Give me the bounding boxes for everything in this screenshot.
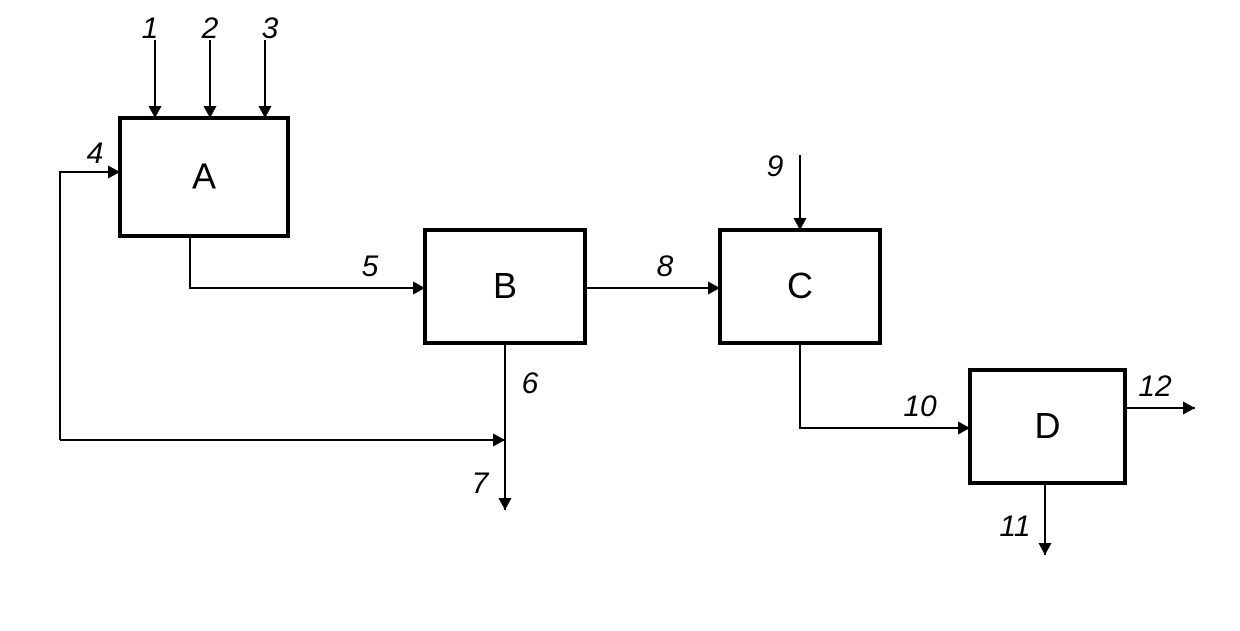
edge-label-9: 9: [767, 150, 784, 183]
node-label-D: D: [1035, 405, 1061, 446]
edge-5: [190, 236, 425, 288]
edge-label-5: 5: [362, 250, 379, 283]
node-label-B: B: [493, 265, 517, 306]
edge-label-2: 2: [201, 12, 219, 45]
edge-label-11: 11: [999, 510, 1030, 543]
edge-7-arrowhead: [498, 498, 511, 510]
edge-12-arrowhead: [1183, 401, 1195, 414]
edge-label-4: 4: [87, 137, 104, 170]
edge-label-6: 6: [522, 367, 539, 400]
edge-4: [60, 172, 120, 440]
edge-10: [800, 343, 970, 428]
edge-4b-arrowhead: [493, 433, 505, 446]
node-label-C: C: [787, 265, 813, 306]
edge-label-8: 8: [657, 250, 674, 283]
node-label-A: A: [192, 156, 216, 197]
edge-label-3: 3: [262, 12, 279, 45]
edge-label-7: 7: [472, 467, 490, 500]
edge-11-arrowhead: [1038, 543, 1051, 555]
edge-label-12: 12: [1138, 370, 1172, 403]
edge-label-10: 10: [903, 390, 937, 423]
flowchart-canvas: 123458679101211ABCD: [0, 0, 1240, 631]
edge-label-1: 1: [142, 12, 159, 45]
